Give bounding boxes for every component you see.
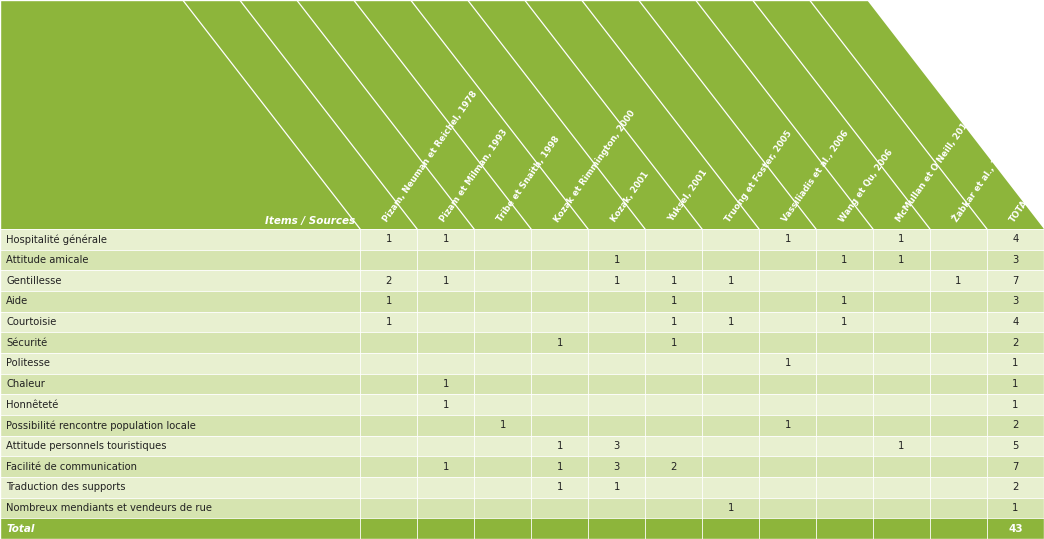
Text: 1: 1 bbox=[614, 482, 620, 492]
Text: Attitude amicale: Attitude amicale bbox=[6, 255, 89, 265]
Bar bbox=[0, 519, 1044, 539]
Text: 3: 3 bbox=[614, 441, 620, 451]
Text: 1: 1 bbox=[784, 234, 790, 244]
Bar bbox=[0, 395, 1044, 415]
Text: 1: 1 bbox=[556, 338, 563, 348]
Text: 1: 1 bbox=[728, 503, 734, 513]
Text: 1: 1 bbox=[670, 317, 677, 327]
Text: 1: 1 bbox=[955, 276, 962, 286]
Text: 1: 1 bbox=[898, 234, 905, 244]
Text: 2: 2 bbox=[670, 462, 677, 472]
Text: 4: 4 bbox=[1013, 234, 1019, 244]
Text: Facilité de communication: Facilité de communication bbox=[6, 462, 137, 472]
Text: 1: 1 bbox=[385, 317, 392, 327]
Text: 7: 7 bbox=[1013, 276, 1019, 286]
Text: 4: 4 bbox=[1013, 317, 1019, 327]
Text: Gentillesse: Gentillesse bbox=[6, 276, 62, 286]
Text: 1: 1 bbox=[728, 276, 734, 286]
Text: Nombreux mendiants et vendeurs de rue: Nombreux mendiants et vendeurs de rue bbox=[6, 503, 212, 513]
Text: Chaleur: Chaleur bbox=[6, 379, 45, 389]
Text: 1: 1 bbox=[784, 420, 790, 430]
Text: 1: 1 bbox=[841, 255, 848, 265]
Text: 1: 1 bbox=[784, 358, 790, 368]
Bar bbox=[0, 353, 1044, 374]
Text: Courtoisie: Courtoisie bbox=[6, 317, 56, 327]
Text: Tribe et Snaith, 1998: Tribe et Snaith, 1998 bbox=[495, 135, 562, 224]
Text: 1: 1 bbox=[1013, 400, 1019, 410]
Text: 1: 1 bbox=[728, 317, 734, 327]
Text: Hospitalité générale: Hospitalité générale bbox=[6, 234, 108, 245]
Text: Traduction des supports: Traduction des supports bbox=[6, 482, 125, 492]
Text: 1: 1 bbox=[614, 276, 620, 286]
Text: Vassiliadis et al., 2006: Vassiliadis et al., 2006 bbox=[780, 129, 851, 224]
Text: 1: 1 bbox=[443, 276, 449, 286]
Bar bbox=[0, 333, 1044, 353]
Polygon shape bbox=[867, 0, 1044, 229]
Text: 1: 1 bbox=[556, 441, 563, 451]
Text: 1: 1 bbox=[898, 441, 905, 451]
Text: 1: 1 bbox=[614, 255, 620, 265]
Bar bbox=[0, 271, 1044, 291]
Text: Yuksel, 2001: Yuksel, 2001 bbox=[666, 168, 709, 224]
Bar bbox=[0, 477, 1044, 497]
Text: 2: 2 bbox=[1013, 420, 1019, 430]
Text: Possibilité rencontre population locale: Possibilité rencontre population locale bbox=[6, 420, 196, 431]
Text: Žabkar et al., 2010: Žabkar et al., 2010 bbox=[951, 142, 1012, 224]
Text: 2: 2 bbox=[1013, 482, 1019, 492]
Bar bbox=[0, 436, 1044, 457]
Text: Wang et Qu, 2006: Wang et Qu, 2006 bbox=[837, 147, 895, 224]
Text: Aide: Aide bbox=[6, 296, 28, 306]
Text: Kozak, 2001: Kozak, 2001 bbox=[610, 170, 650, 224]
Text: Items / Sources: Items / Sources bbox=[265, 216, 355, 226]
Text: 1: 1 bbox=[898, 255, 905, 265]
Text: 1: 1 bbox=[443, 400, 449, 410]
Text: Truong et Foster, 2005: Truong et Foster, 2005 bbox=[723, 129, 793, 224]
Bar bbox=[0, 291, 1044, 312]
Text: 1: 1 bbox=[385, 234, 392, 244]
Text: 1: 1 bbox=[670, 276, 677, 286]
Text: 1: 1 bbox=[443, 234, 449, 244]
Text: 1: 1 bbox=[385, 296, 392, 306]
Text: 1: 1 bbox=[841, 296, 848, 306]
Text: Attitude personnels touristiques: Attitude personnels touristiques bbox=[6, 441, 167, 451]
Text: 1: 1 bbox=[499, 420, 506, 430]
Text: 1: 1 bbox=[670, 296, 677, 306]
Text: 5: 5 bbox=[1013, 441, 1019, 451]
Text: 2: 2 bbox=[1013, 338, 1019, 348]
Bar bbox=[0, 374, 1044, 395]
Text: 1: 1 bbox=[556, 462, 563, 472]
Text: 1: 1 bbox=[1013, 379, 1019, 389]
Text: 3: 3 bbox=[614, 462, 620, 472]
Text: McMullan et O'Neill, 2010: McMullan et O'Neill, 2010 bbox=[894, 116, 973, 224]
Text: Pizam et Milman, 1993: Pizam et Milman, 1993 bbox=[438, 128, 509, 224]
Text: Pizam, Neuman et Reichel, 1978: Pizam, Neuman et Reichel, 1978 bbox=[381, 89, 479, 224]
Text: Honnêteté: Honnêteté bbox=[6, 400, 58, 410]
Text: Sécurité: Sécurité bbox=[6, 338, 48, 348]
Bar bbox=[0, 415, 1044, 436]
Text: 1: 1 bbox=[556, 482, 563, 492]
Text: 3: 3 bbox=[1013, 296, 1019, 306]
Text: 1: 1 bbox=[1013, 503, 1019, 513]
Text: Politesse: Politesse bbox=[6, 358, 50, 368]
Bar bbox=[0, 497, 1044, 519]
Bar bbox=[0, 457, 1044, 477]
Text: 1: 1 bbox=[443, 462, 449, 472]
Bar bbox=[0, 312, 1044, 333]
Text: TOTAL: TOTAL bbox=[1009, 194, 1034, 224]
Text: 2: 2 bbox=[385, 276, 392, 286]
Text: 1: 1 bbox=[1013, 358, 1019, 368]
Text: 1: 1 bbox=[670, 338, 677, 348]
Text: 7: 7 bbox=[1013, 462, 1019, 472]
Bar bbox=[0, 229, 1044, 250]
Text: 43: 43 bbox=[1009, 524, 1023, 534]
Bar bbox=[0, 250, 1044, 271]
Text: Total: Total bbox=[6, 524, 34, 534]
Text: 1: 1 bbox=[443, 379, 449, 389]
Text: 1: 1 bbox=[841, 317, 848, 327]
Text: Kozak et Rimmington, 2000: Kozak et Rimmington, 2000 bbox=[552, 108, 637, 224]
Text: 3: 3 bbox=[1013, 255, 1019, 265]
